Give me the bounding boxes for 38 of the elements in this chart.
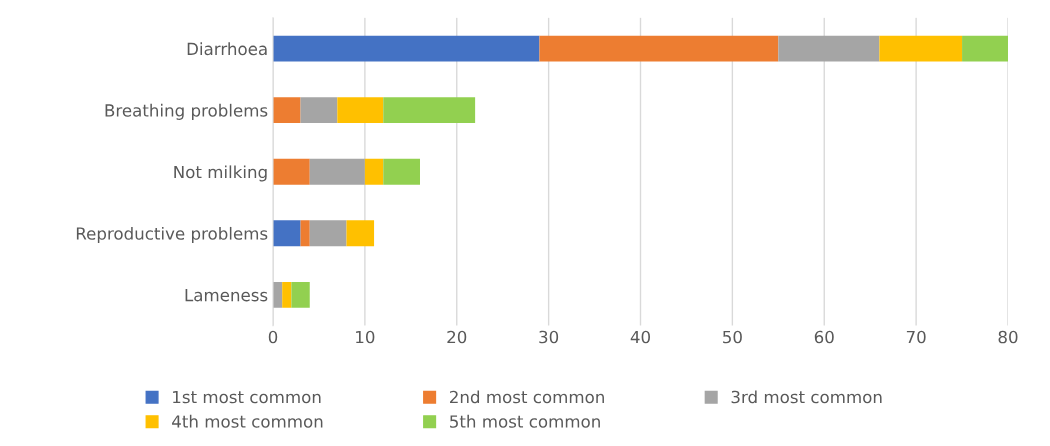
y-tick-label: Reproductive problems — [76, 226, 268, 244]
x-tick-label: 60 — [814, 330, 834, 344]
x-tick-label: 30 — [539, 330, 559, 344]
x-tick-label: 80 — [998, 330, 1018, 344]
bar — [300, 220, 310, 247]
bar — [273, 158, 310, 185]
legend-label: 4th most common — [172, 414, 323, 428]
bar — [364, 158, 384, 185]
bar — [383, 158, 420, 185]
legend-label: 5th most common — [450, 414, 600, 428]
x-tick-label: 70 — [906, 330, 926, 344]
legend-label: 2nd most common — [450, 390, 604, 404]
y-tick-label: Not milking — [174, 165, 267, 182]
bar — [346, 220, 375, 247]
x-tick-label: 50 — [723, 330, 742, 344]
bar — [273, 220, 301, 247]
bar — [273, 35, 540, 62]
legend-label: 3rd most common — [731, 390, 882, 404]
x-tick-label: 0 — [268, 330, 278, 344]
x-tick-label: 20 — [447, 330, 467, 344]
x-tick-label: 10 — [356, 330, 375, 344]
bar — [273, 97, 301, 124]
bar — [282, 281, 292, 308]
bar — [383, 97, 476, 124]
bar — [962, 35, 1008, 62]
y-tick-label: Diarrhoea — [187, 42, 267, 56]
bar — [539, 35, 779, 62]
legend-label: 1st most common — [173, 390, 321, 404]
bar — [337, 97, 384, 124]
x-tick-label: 40 — [630, 330, 650, 344]
bar — [778, 35, 880, 62]
bar — [291, 281, 310, 308]
bar — [309, 158, 365, 185]
bar — [300, 97, 338, 124]
y-tick-label: Breathing problems — [105, 103, 268, 120]
y-tick-label: Lameness — [185, 288, 268, 302]
bar — [309, 220, 347, 247]
bar — [879, 35, 963, 62]
